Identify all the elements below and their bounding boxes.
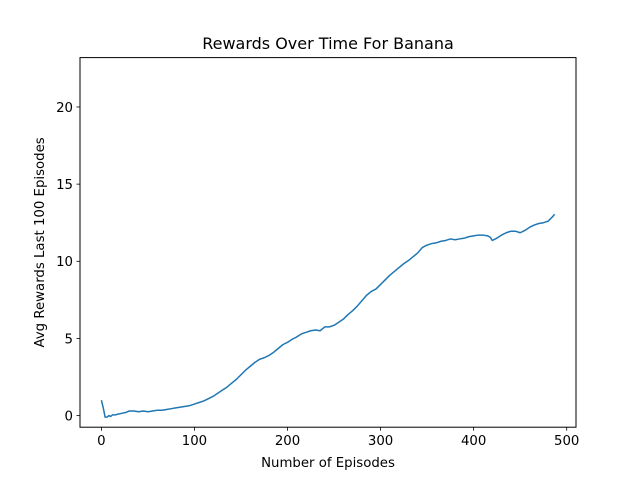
y-axis-label: Avg Rewards Last 100 Episodes: [33, 137, 48, 347]
series-line-0: [100, 213, 556, 418]
x-tick-label: 300: [368, 434, 393, 449]
plot-frame: [79, 57, 577, 428]
data-layer: [100, 213, 556, 418]
x-tick-label: 0: [97, 434, 105, 449]
x-tick-label: 100: [182, 434, 207, 449]
y-tick-label: 5: [65, 332, 73, 347]
y-tick-label: 10: [56, 255, 73, 270]
x-tick-label: 200: [275, 434, 300, 449]
y-tick-label: 0: [65, 409, 73, 424]
y-tick-label: 20: [56, 101, 73, 116]
y-tick-label: 15: [56, 178, 73, 193]
x-tick-label: 400: [461, 434, 486, 449]
x-axis-ticks: 0 100 200 300 400 500: [97, 427, 579, 449]
x-axis-label: Number of Episodes: [261, 456, 395, 471]
plot-area: [80, 57, 576, 428]
chart-title: Rewards Over Time For Banana: [202, 34, 454, 53]
x-tick-label: 500: [554, 434, 579, 449]
y-axis-ticks: 0 5 10 15 20: [56, 101, 80, 424]
